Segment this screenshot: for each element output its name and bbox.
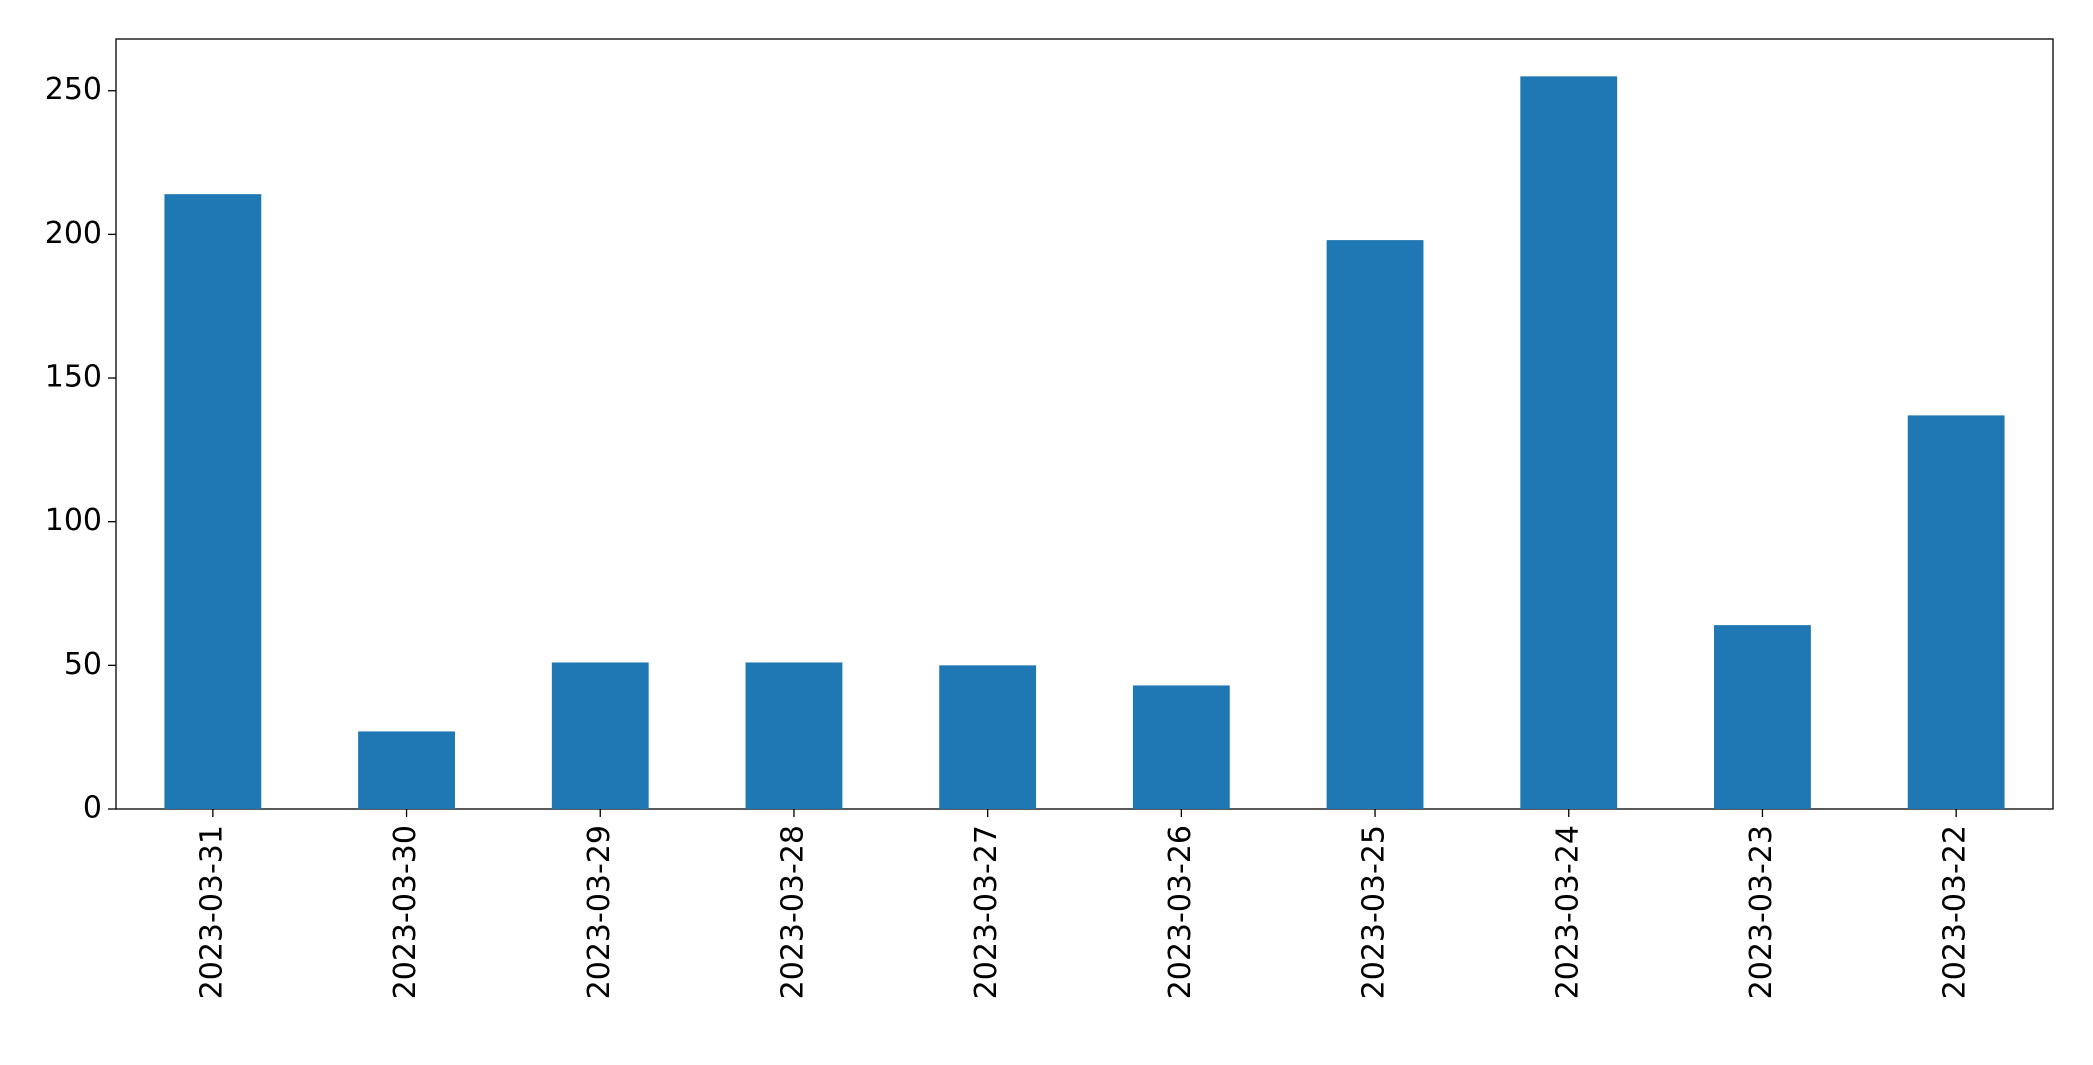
x-tick-label: 2023-03-23	[1744, 825, 1779, 999]
bar	[1326, 240, 1424, 810]
bar	[1132, 685, 1230, 809]
x-tick-label: 2023-03-26	[1163, 825, 1198, 999]
x-tick-label: 2023-03-27	[969, 825, 1004, 999]
x-tick-label: 2023-03-24	[1550, 825, 1585, 999]
bar	[358, 731, 455, 809]
y-tick-label: 50	[64, 647, 102, 682]
x-tick-label: 2023-03-30	[388, 825, 423, 999]
x-tick-label: 2023-03-22	[1938, 825, 1973, 999]
bar	[1714, 625, 1811, 809]
y-tick-label: 150	[45, 360, 102, 395]
x-tick-label: 2023-03-25	[1357, 825, 1392, 999]
bar	[939, 665, 1037, 809]
plot-frame	[115, 38, 2054, 810]
y-tick-label: 100	[45, 503, 102, 538]
bar	[1520, 76, 1618, 809]
bar	[1907, 415, 2005, 809]
y-tick-label: 250	[45, 72, 102, 107]
y-tick-label: 0	[83, 791, 102, 826]
x-tick-label: 2023-03-31	[194, 825, 229, 999]
x-tick-label: 2023-03-29	[582, 825, 617, 999]
bar	[551, 662, 649, 809]
bar	[745, 662, 843, 809]
x-tick-label: 2023-03-28	[775, 825, 810, 999]
y-tick-label: 200	[45, 216, 102, 251]
bar	[164, 194, 262, 810]
